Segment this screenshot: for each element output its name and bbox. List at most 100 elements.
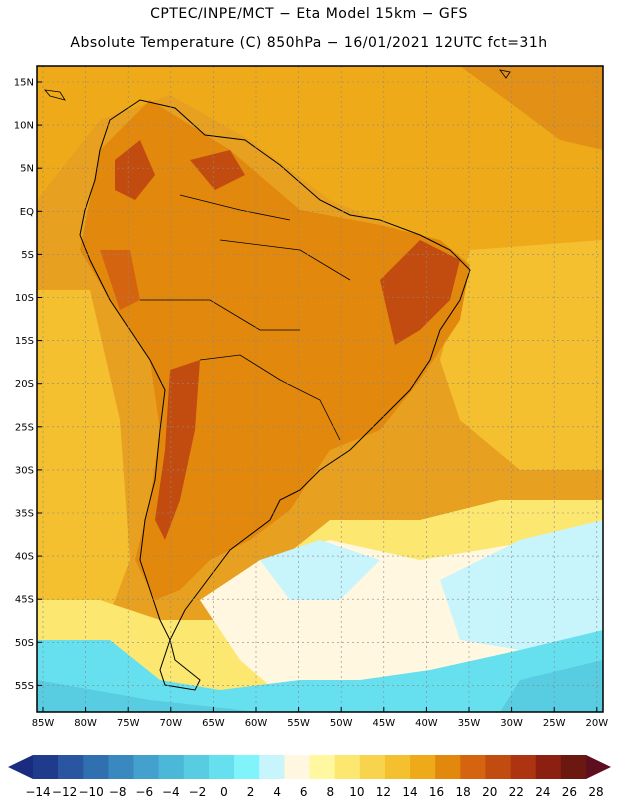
lon-label: 70W <box>159 718 182 729</box>
lat-label: 20S <box>15 379 34 390</box>
hot-core-northeast-brazil <box>380 240 460 345</box>
colorbar-swatches <box>33 755 587 779</box>
hot-core-peru <box>100 250 140 310</box>
lat-label: 25S <box>15 422 34 433</box>
colorbar-label: −10 <box>78 785 103 799</box>
lon-label: 35W <box>458 718 481 729</box>
colorbar-swatch <box>284 755 310 779</box>
graticule <box>37 66 603 712</box>
colorbar-label: −4 <box>162 785 180 799</box>
colorbar-label: −12 <box>52 785 77 799</box>
coastline <box>79 99 471 691</box>
lat-label: 55S <box>15 681 34 692</box>
lat-label: 50S <box>15 638 34 649</box>
map-title-line1: CPTEC/INPE/MCT − Eta Model 15km − GFS <box>150 6 468 22</box>
map-frame <box>36 65 604 713</box>
hot-core-andes <box>155 360 200 540</box>
cold-patch-south-atlantic <box>440 520 603 650</box>
colorbar-swatch <box>58 755 84 779</box>
colorbar-label: 16 <box>429 785 444 799</box>
colorbar-label: 26 <box>562 785 577 799</box>
colorbar-swatch <box>83 755 109 779</box>
colorbar-left-arrow <box>8 755 33 779</box>
colorbar-label: 6 <box>300 785 308 799</box>
colorbar-label: −6 <box>135 785 153 799</box>
lon-label: 60W <box>245 718 268 729</box>
lat-label: 10N <box>14 121 34 132</box>
colorbar-swatch <box>309 755 335 779</box>
lat-label: 35S <box>15 509 34 520</box>
hot-core-venezuela <box>190 150 245 190</box>
colorbar-labels: −14 −12 −10 −8 −6 −4 −2 0 2 4 6 8 10 12 14 16 18 20 22 24 26… <box>25 785 603 799</box>
colorbar-label: 12 <box>376 785 391 799</box>
country-borders <box>140 194 351 441</box>
colorbar-swatch <box>435 755 461 779</box>
lat-label: 15S <box>15 336 34 347</box>
colorbar-label: −14 <box>25 785 50 799</box>
colorbar-swatch <box>158 755 185 779</box>
colorbar-label: −2 <box>189 785 207 799</box>
colorbar-label: 24 <box>535 785 550 799</box>
lon-label: 45W <box>372 718 395 729</box>
map-panel: 15N 10N 5N EQ 5S 10S 15S 20S 25S 30S 35S 40S 45S 50S 5… <box>14 65 608 729</box>
colorbar-swatch <box>33 755 59 779</box>
cold-pocket-argentina <box>260 540 380 600</box>
colorbar-swatch <box>560 755 587 779</box>
colorbar-label: 4 <box>273 785 281 799</box>
cold-band-southeast <box>500 660 603 712</box>
colorbar: −14 −12 −10 −8 −6 −4 −2 0 2 4 6 8 10 12 14 16 18 20 22 24 26… <box>8 755 611 799</box>
lat-label: 15N <box>14 78 34 89</box>
cold-band-southwest <box>37 680 260 712</box>
caribbean-islands <box>44 69 511 101</box>
temperature-field <box>37 66 603 712</box>
colorbar-swatch <box>183 755 210 779</box>
pacific-field <box>37 290 130 640</box>
hot-core-colombia <box>115 140 155 200</box>
lat-label: EQ <box>20 207 34 218</box>
lat-label: 5S <box>21 250 34 261</box>
colorbar-label: 28 <box>588 785 603 799</box>
colorbar-swatch <box>108 755 134 779</box>
colorbar-swatch <box>485 755 511 779</box>
colorbar-label: 14 <box>402 785 417 799</box>
colorbar-right-arrow <box>586 755 611 779</box>
lon-label: 80W <box>74 718 97 729</box>
colorbar-swatch <box>384 755 411 779</box>
colorbar-label: 2 <box>247 785 255 799</box>
colorbar-swatch <box>535 755 562 779</box>
lat-label: 10S <box>15 293 34 304</box>
longitude-labels: 85W 80W 75W 70W 65W 60W 55W 50W 45W 40W 35W 30W 25W 2… <box>32 707 608 729</box>
colorbar-label: 22 <box>509 785 524 799</box>
colorbar-swatch <box>234 755 260 779</box>
lon-label: 40W <box>415 718 438 729</box>
lat-label: 5N <box>20 164 34 175</box>
cold-band-55s <box>37 630 603 712</box>
lat-label: 40S <box>15 552 34 563</box>
colorbar-swatch <box>510 755 537 779</box>
colorbar-label: 8 <box>326 785 334 799</box>
colorbar-swatch <box>460 755 486 779</box>
colorbar-swatch <box>359 755 386 779</box>
north-atlantic-warm-patch <box>460 66 603 150</box>
colorbar-swatch <box>208 755 235 779</box>
map-title-line2: Absolute Temperature (C) 850hPa − 16/01/… <box>70 35 548 51</box>
lon-label: 25W <box>543 718 566 729</box>
lon-label: 65W <box>202 718 225 729</box>
colorbar-label: 18 <box>456 785 471 799</box>
colorbar-label: 0 <box>220 785 228 799</box>
lon-label: 30W <box>500 718 523 729</box>
lat-label: 45S <box>15 595 34 606</box>
lon-label: 20W <box>585 718 608 729</box>
lon-label: 75W <box>117 718 140 729</box>
colorbar-label: −8 <box>109 785 127 799</box>
lon-label: 55W <box>287 718 310 729</box>
colorbar-swatch <box>259 755 285 779</box>
lat-label: 30S <box>15 465 34 476</box>
lon-label: 85W <box>32 718 55 729</box>
latitude-labels: 15N 10N 5N EQ 5S 10S 15S 20S 25S 30S 35S 40S 45S 50S 5… <box>14 78 42 692</box>
colorbar-label: 10 <box>349 785 364 799</box>
colorbar-label: 20 <box>482 785 497 799</box>
colorbar-swatch <box>334 755 361 779</box>
colorbar-swatch <box>133 755 159 779</box>
lon-label: 50W <box>330 718 353 729</box>
